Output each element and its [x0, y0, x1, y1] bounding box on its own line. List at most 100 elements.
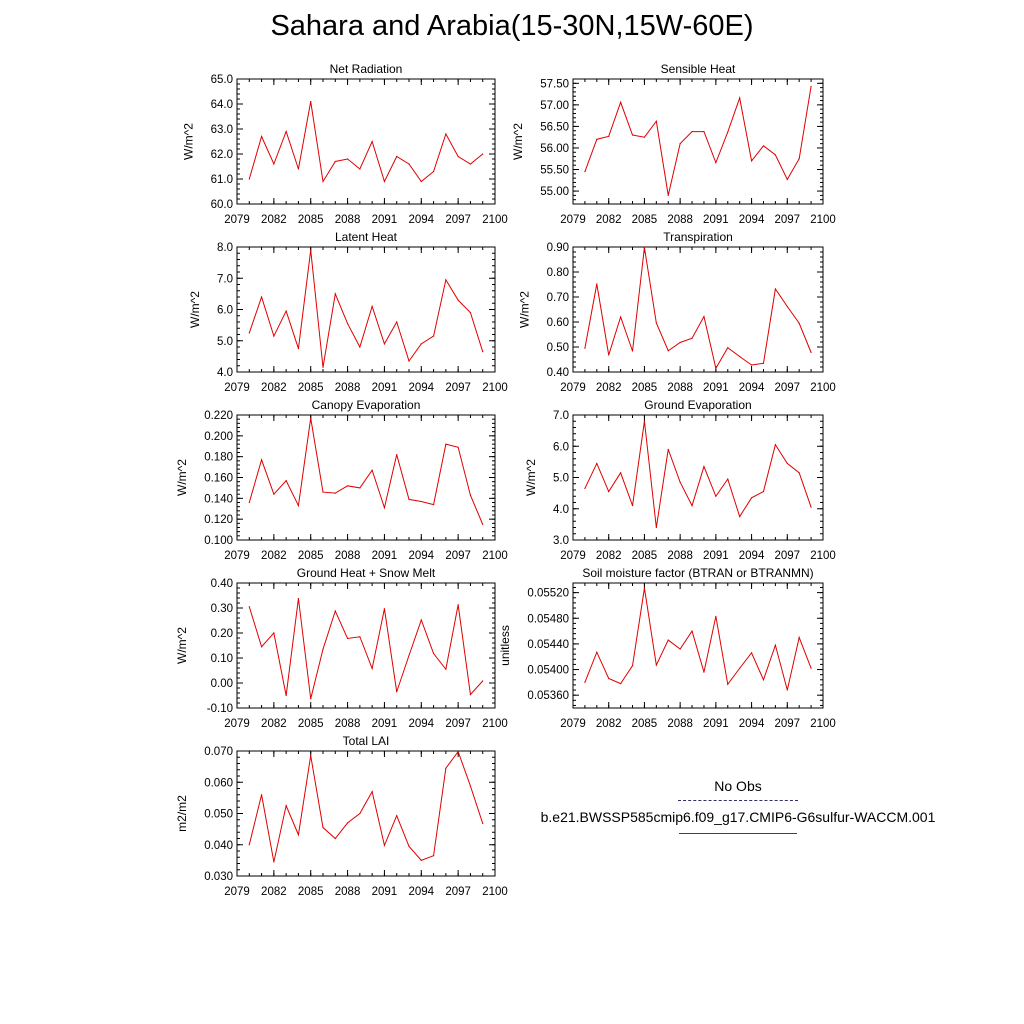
data-point — [786, 178, 788, 181]
data-point — [469, 494, 472, 496]
data-point — [310, 698, 312, 700]
data-point — [667, 194, 669, 196]
y-tick-label: 0.05440 — [527, 639, 569, 651]
data-point — [750, 364, 753, 366]
data-point — [273, 493, 275, 495]
data-point — [469, 785, 472, 787]
x-tick-label: 2085 — [298, 214, 324, 226]
data-point — [260, 794, 263, 796]
series-line — [248, 418, 484, 525]
data-point — [248, 332, 250, 334]
y-tick-label: 57.00 — [540, 100, 569, 112]
y-tick-label: 0.05360 — [527, 690, 569, 702]
y-tick-label: 63.0 — [211, 124, 233, 136]
data-point — [260, 459, 263, 461]
y-axis-label: m2/m2 — [175, 795, 189, 832]
data-point — [371, 791, 373, 793]
data-point — [620, 683, 622, 685]
subplot-title: Ground Heat + Snow Melt — [297, 566, 436, 580]
chart-panel-6: 2079 2082 2085 2088 2091 2094 2097 2100 3.0 4.0 5.… — [524, 398, 836, 562]
data-point — [273, 632, 275, 634]
data-point — [774, 154, 776, 156]
subplot-title: Soil moisture factor (BTRAN or BTRANMN) — [582, 566, 813, 580]
data-point — [432, 652, 435, 655]
x-tick-label: 2094 — [408, 382, 434, 394]
x-tick-label: 2079 — [560, 550, 586, 562]
x-tick-label: 2097 — [445, 550, 471, 562]
y-tick-label: 0.200 — [204, 431, 233, 443]
x-tick-label: 2100 — [482, 550, 508, 562]
data-point — [457, 446, 459, 448]
data-point — [679, 143, 681, 145]
chart-panel-3: 2079 2082 2085 2088 2091 2094 2097 2100 4.0 5.0 6.… — [188, 230, 508, 394]
x-tick-label: 2094 — [739, 550, 765, 562]
data-point — [383, 180, 386, 183]
data-point — [383, 507, 386, 509]
x-tick-label: 2091 — [703, 550, 729, 562]
y-tick-label: 0.05400 — [527, 665, 569, 677]
data-point — [408, 360, 410, 362]
data-point — [383, 343, 386, 345]
subplot-title: Sensible Heat — [661, 62, 736, 76]
x-tick-label: 2088 — [667, 214, 693, 226]
data-point — [655, 664, 657, 666]
data-point — [596, 462, 598, 465]
x-tick-label: 2082 — [261, 718, 287, 730]
data-point — [396, 321, 398, 323]
y-tick-label: 55.50 — [540, 165, 569, 177]
data-point — [371, 469, 373, 471]
data-point — [786, 462, 788, 465]
y-axis-label: W/m^2 — [175, 627, 189, 664]
data-point — [457, 751, 459, 753]
data-point — [334, 837, 336, 840]
y-tick-label: 0.00 — [211, 678, 233, 690]
data-point — [608, 354, 610, 356]
x-tick-label: 2079 — [224, 550, 250, 562]
data-point — [359, 636, 361, 638]
data-point — [620, 101, 622, 103]
data-point — [727, 347, 729, 349]
x-tick-label: 2094 — [408, 214, 434, 226]
data-point — [334, 160, 336, 163]
data-point — [432, 170, 435, 173]
series-line — [584, 86, 812, 196]
data-point — [584, 347, 586, 349]
y-tick-label: 0.220 — [204, 410, 233, 422]
data-point — [322, 491, 324, 493]
x-tick-label: 2100 — [482, 886, 508, 898]
y-tick-label: 7.0 — [217, 273, 233, 285]
y-tick-label: 0.30 — [211, 603, 233, 615]
x-tick-label: 2091 — [372, 214, 398, 226]
data-point — [359, 812, 361, 815]
y-tick-label: 0.40 — [547, 367, 569, 379]
chart-panel-7: 2079 2082 2085 2088 2091 2094 2097 2100 -0.10 0.0… — [175, 566, 508, 730]
data-point — [631, 350, 634, 352]
data-point — [408, 498, 410, 500]
x-tick-label: 2091 — [703, 214, 729, 226]
data-point — [285, 694, 287, 697]
data-point — [445, 133, 447, 135]
x-tick-label: 2079 — [224, 718, 250, 730]
data-point — [482, 523, 484, 525]
data-point — [810, 667, 812, 669]
data-point — [774, 288, 776, 290]
data-point — [667, 639, 669, 641]
subplot-title: Latent Heat — [335, 230, 398, 244]
x-tick-label: 2100 — [482, 718, 508, 730]
x-tick-label: 2088 — [335, 382, 361, 394]
data-point — [396, 815, 398, 817]
x-tick-label: 2088 — [667, 550, 693, 562]
data-point — [359, 168, 361, 170]
data-point — [810, 351, 812, 354]
data-point — [584, 487, 586, 490]
x-tick-label: 2085 — [632, 382, 658, 394]
chart-panel-4: 2079 2082 2085 2088 2091 2094 2097 2100 0.40 0.50… — [518, 230, 836, 394]
data-point — [703, 130, 705, 133]
x-tick-label: 2097 — [774, 550, 800, 562]
x-tick-label: 2082 — [596, 718, 622, 730]
data-point — [620, 472, 622, 474]
data-point — [297, 505, 300, 507]
data-point — [457, 604, 459, 606]
x-tick-label: 2079 — [560, 718, 586, 730]
